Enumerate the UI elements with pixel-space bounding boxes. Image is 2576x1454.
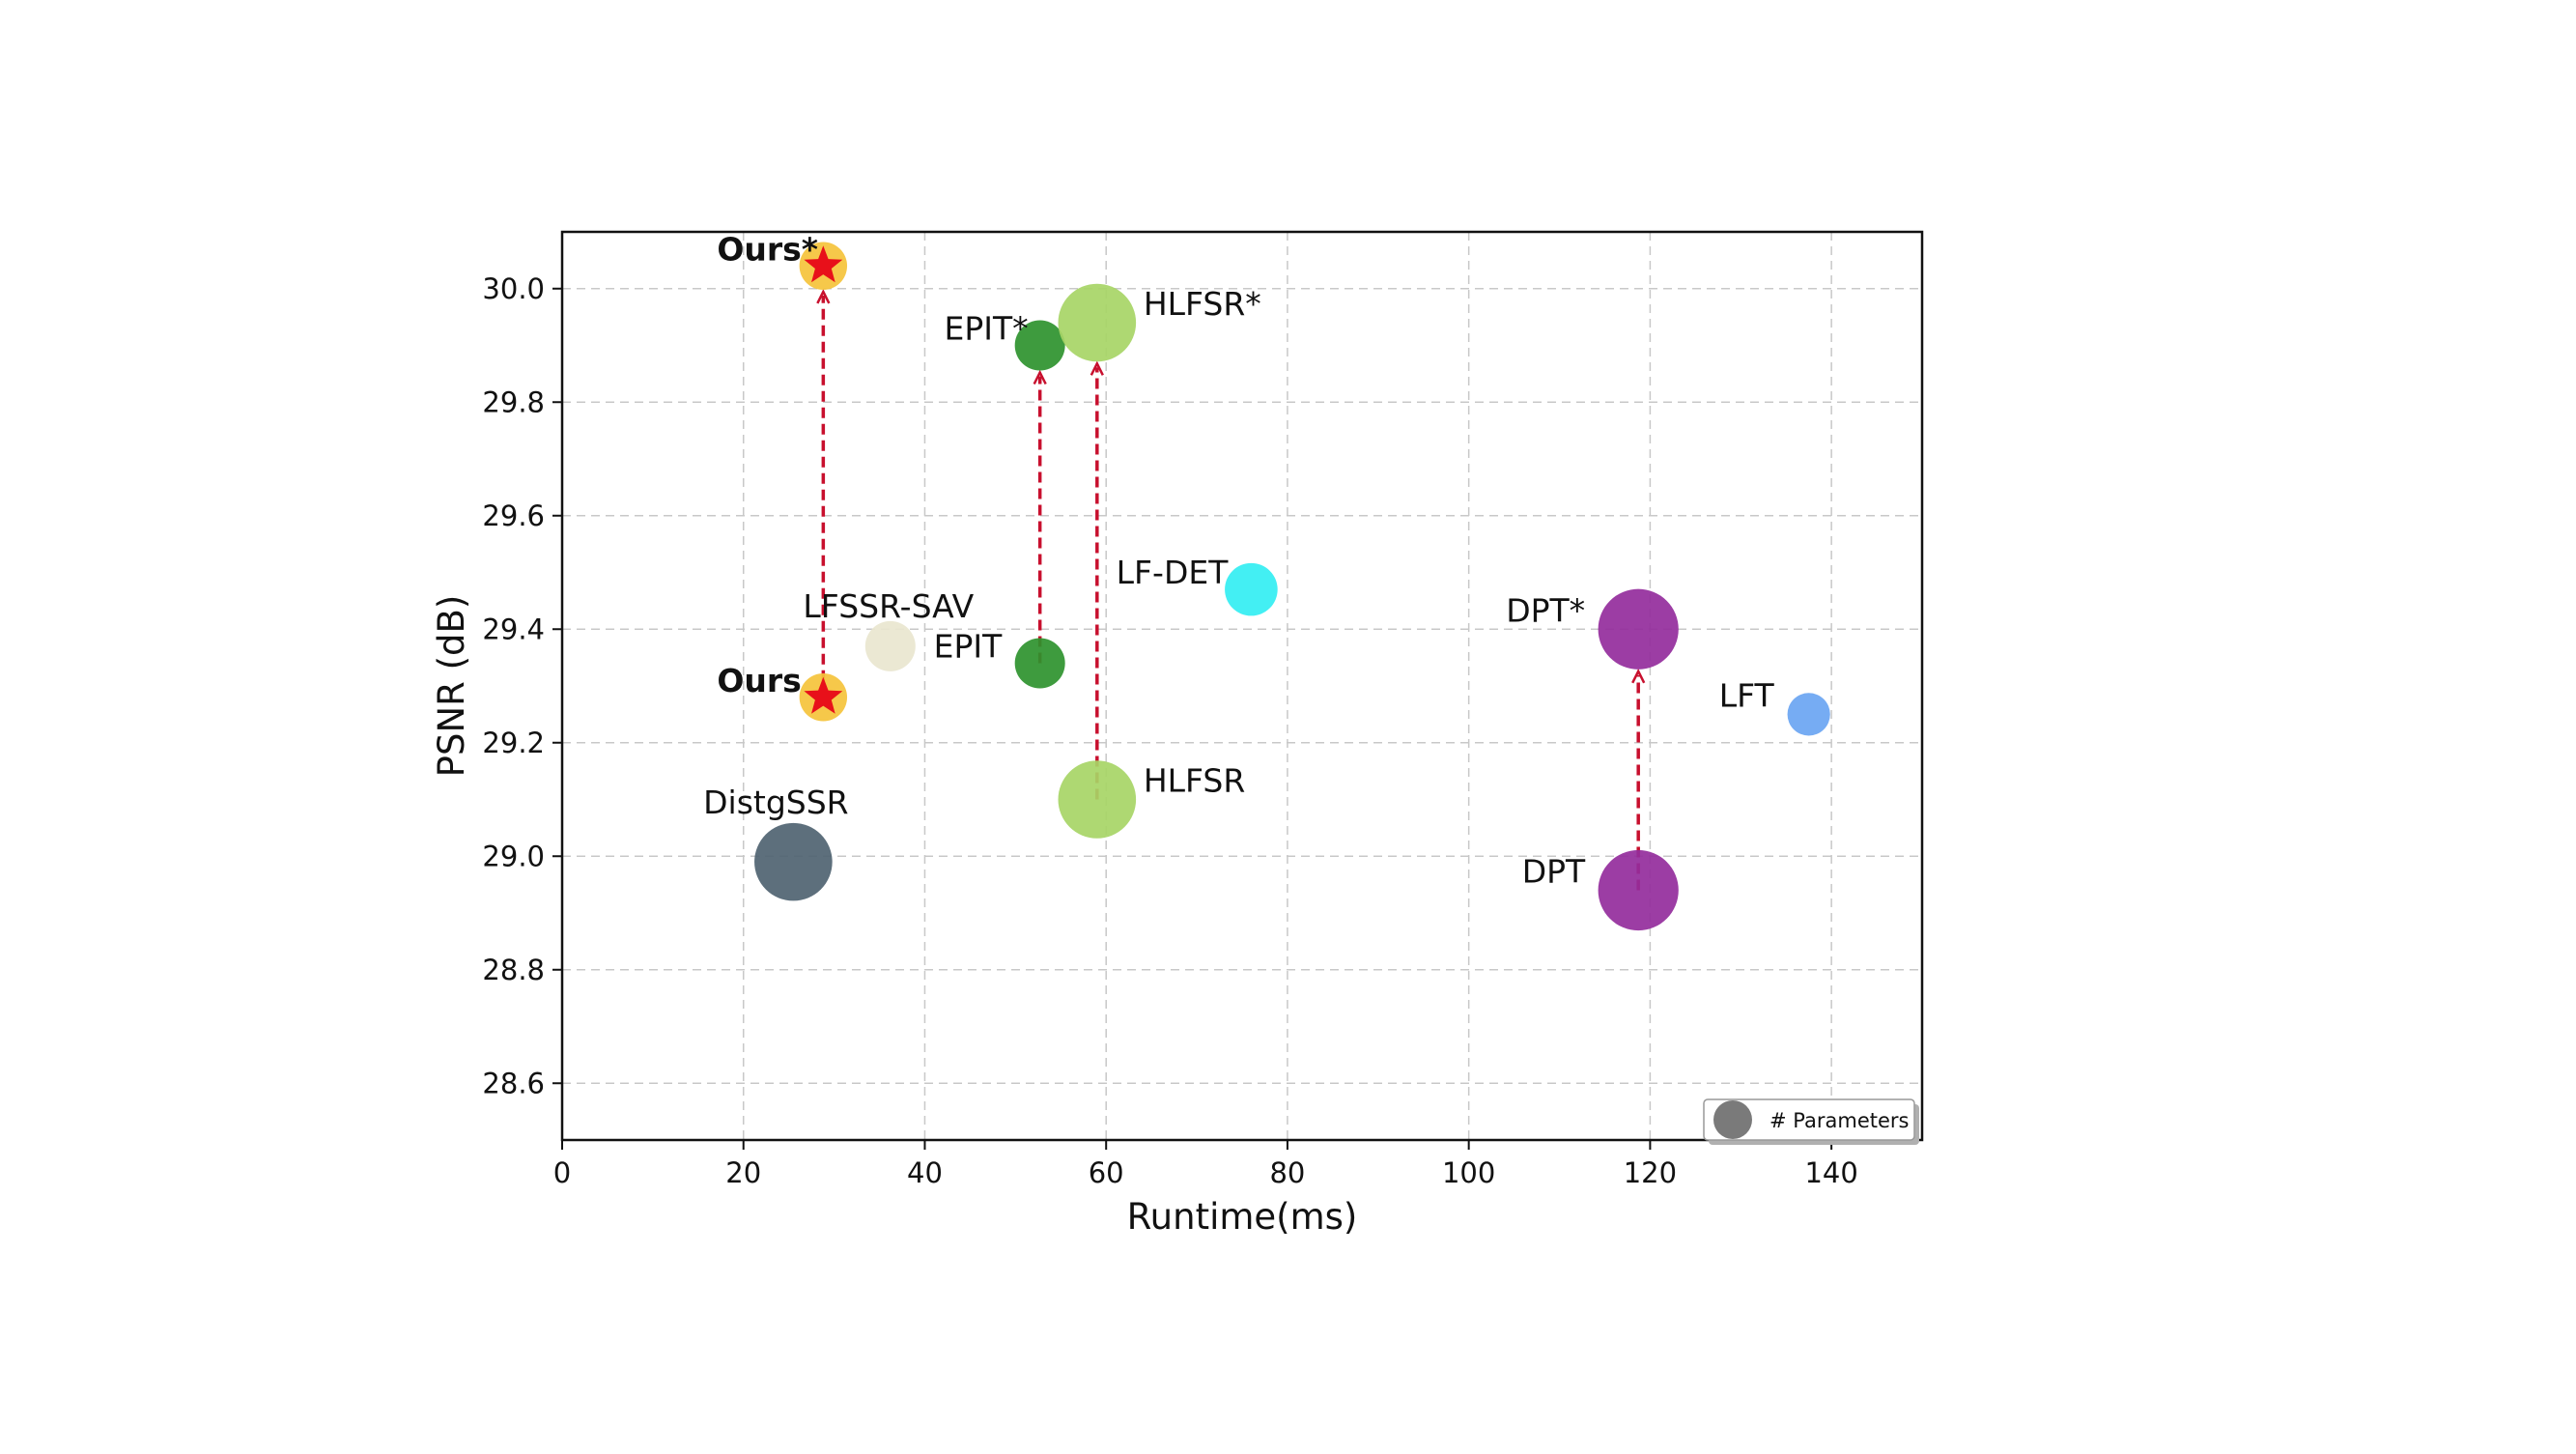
improvement-arrow-head: [1090, 360, 1104, 376]
label-dpt-star: DPT*: [1506, 591, 1585, 629]
label-distgssr: DistgSSR: [703, 784, 848, 821]
label-dpt: DPT: [1522, 853, 1586, 891]
label-lft: LFT: [1719, 676, 1775, 714]
improvement-arrow-head: [816, 289, 831, 304]
label-epit: EPIT: [934, 628, 1003, 666]
plot-frame: [560, 230, 1924, 1142]
point-lf-det: [1225, 562, 1278, 616]
point-epit: [1014, 638, 1065, 689]
y-tick-label: 28.8: [482, 954, 545, 986]
improvement-arrow-head: [1631, 669, 1646, 684]
label-ours-star: Ours*: [717, 230, 818, 268]
x-axis-ticks: 0 20 40 60 80 100 120 140: [553, 1140, 1858, 1189]
legend: # Parameters: [1703, 1098, 1919, 1145]
legend-label: # Parameters: [1769, 1109, 1909, 1132]
point-epit-star: [1014, 320, 1065, 371]
x-tick-label: 120: [1624, 1156, 1677, 1189]
label-epit-star: EPIT*: [945, 310, 1029, 348]
point-hlfsr: [1058, 760, 1137, 839]
x-axis-title: Runtime(ms): [1127, 1196, 1358, 1238]
x-tick-label: 140: [1804, 1156, 1857, 1189]
star-icon: [804, 676, 843, 714]
legend-marker: [1713, 1100, 1752, 1139]
star-icon: [804, 245, 843, 283]
arrows: [816, 289, 1646, 891]
point-hlfsr-star: [1058, 283, 1137, 362]
y-tick-label: 29.2: [482, 727, 545, 759]
y-tick-label: 28.6: [482, 1067, 545, 1099]
x-tick-label: 40: [907, 1156, 943, 1189]
y-tick-label: 29.8: [482, 385, 545, 418]
point-labels: Ours* Ours EPIT* EPIT HLFSR* HLFSR LFSSR-SAV LF…: [703, 230, 1774, 890]
y-tick-label: 29.0: [482, 840, 545, 872]
legend-box: [1703, 1098, 1915, 1141]
x-tick-label: 20: [725, 1156, 761, 1189]
label-lf-det: LF-DET: [1117, 554, 1230, 591]
x-tick-label: 80: [1269, 1156, 1305, 1189]
y-tick-label: 29.6: [482, 499, 545, 532]
point-dpt-star: [1598, 588, 1679, 670]
point-lfssr-sav: [864, 620, 916, 671]
y-tick-label: 30.0: [482, 272, 545, 305]
y-axis-ticks: 28.6 28.8 29.0 29.2 29.4 29.6 29.8 30.0: [482, 272, 562, 1099]
y-tick-label: 29.4: [482, 613, 545, 645]
label-hlfsr: HLFSR: [1144, 762, 1245, 800]
improvement-arrow-head: [1033, 369, 1047, 385]
grid: [561, 232, 1922, 1140]
x-tick-label: 60: [1089, 1156, 1124, 1189]
label-ours: Ours: [717, 662, 801, 699]
x-tick-label: 100: [1442, 1156, 1495, 1189]
point-dpt: [1598, 849, 1679, 931]
x-tick-label: 0: [553, 1156, 571, 1189]
label-hlfsr-star: HLFSR*: [1144, 285, 1261, 323]
y-axis-title: PSNR (dB): [431, 595, 472, 778]
label-lfssr-sav: LFSSR-SAV: [803, 587, 974, 625]
data-points: [754, 242, 1830, 931]
point-lft: [1787, 693, 1830, 736]
point-distgssr: [754, 822, 833, 901]
